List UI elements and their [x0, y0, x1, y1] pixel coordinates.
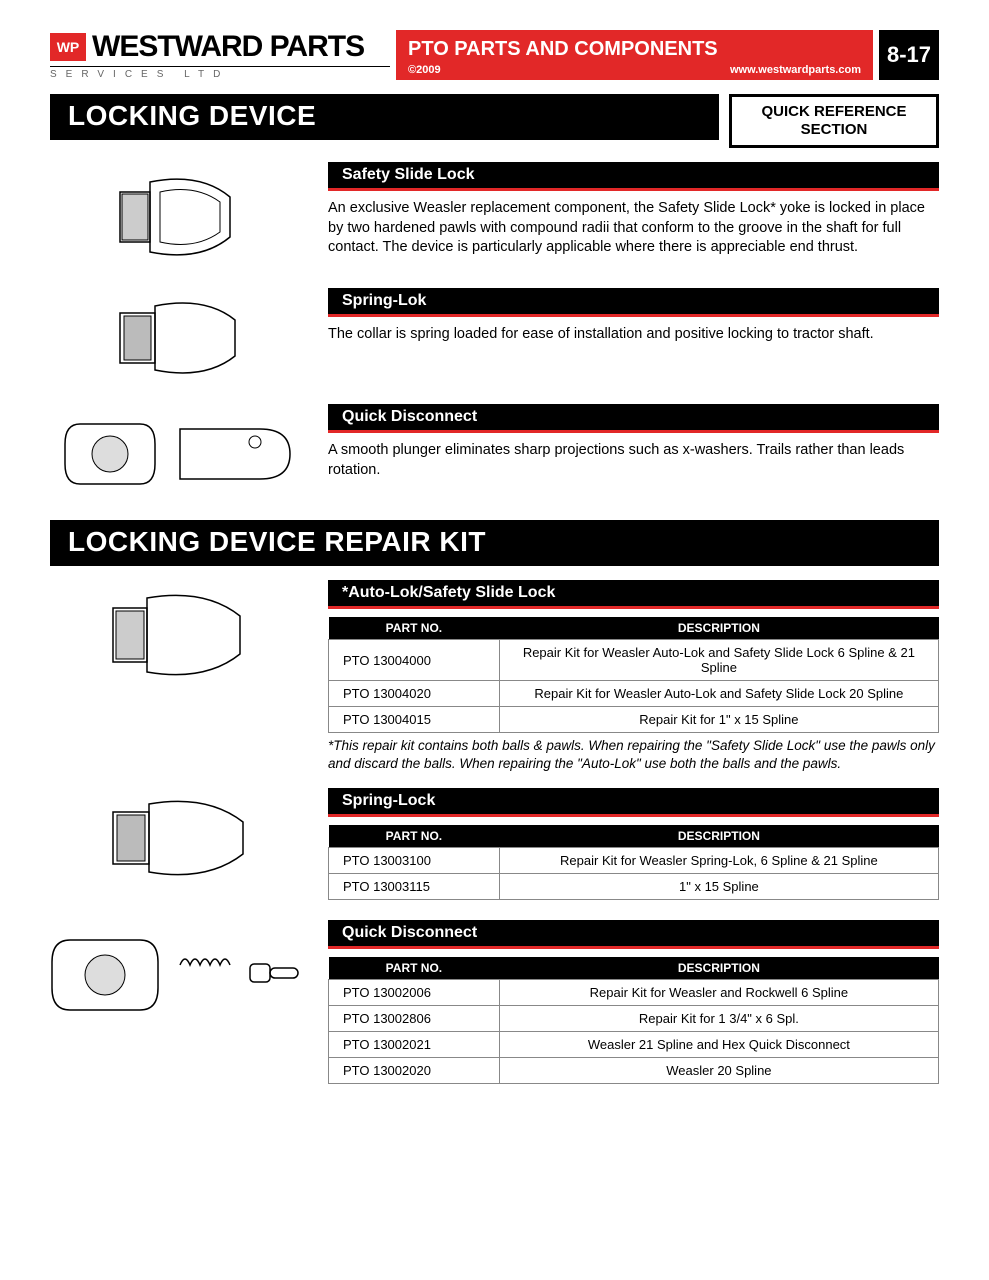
table-row: PTO 13004020Repair Kit for Weasler Auto-… — [329, 681, 939, 707]
subheading-quick-disconnect: Quick Disconnect — [328, 404, 939, 433]
copyright: ©2009 — [408, 64, 441, 76]
col-part-no: PART NO. — [329, 617, 500, 640]
logo-text: WESTWARD PARTS — [92, 30, 364, 64]
table-auto-lok: PART NO. DESCRIPTION PTO 13004000Repair … — [328, 617, 939, 733]
logo-subtext: SERVICES LTD — [50, 67, 390, 80]
page-number: 8-17 — [879, 30, 939, 80]
subheading-spring-lock-kit: Spring-Lock — [328, 788, 939, 817]
section-title-repair-kit: LOCKING DEVICE REPAIR KIT — [50, 520, 939, 566]
subheading-spring-lok: Spring-Lok — [328, 288, 939, 317]
banner-title: PTO PARTS AND COMPONENTS — [408, 38, 861, 61]
table-quick-disconnect: PART NO. DESCRIPTION PTO 13002006Repair … — [328, 957, 939, 1084]
col-part-no: PART NO. — [329, 825, 500, 848]
table-row: PTO 13002006Repair Kit for Weasler and R… — [329, 980, 939, 1006]
table-row: PTO 13002020Weasler 20 Spline — [329, 1058, 939, 1084]
qr-line1: QUICK REFERENCE — [746, 103, 922, 121]
table-row: PTO 13004000Repair Kit for Weasler Auto-… — [329, 640, 939, 681]
subheading-safety-slide-lock: Safety Slide Lock — [328, 162, 939, 191]
section-title-locking-device: LOCKING DEVICE — [50, 94, 719, 140]
table-row: PTO 13002021Weasler 21 Spline and Hex Qu… — [329, 1032, 939, 1058]
table-row: PTO 13002806Repair Kit for 1 3/4" x 6 Sp… — [329, 1006, 939, 1032]
table-row: PTO 13003100Repair Kit for Weasler Sprin… — [329, 848, 939, 874]
logo-block: WP WESTWARD PARTS SERVICES LTD — [50, 30, 390, 80]
table-row: PTO 130031151" x 15 Spline — [329, 874, 939, 900]
page-header: WP WESTWARD PARTS SERVICES LTD PTO PARTS… — [50, 30, 939, 80]
illustration-quick-disconnect-kit — [50, 920, 310, 1030]
col-description: DESCRIPTION — [499, 957, 938, 980]
subheading-auto-lok-kit: *Auto-Lok/Safety Slide Lock — [328, 580, 939, 609]
desc-safety-slide-lock: An exclusive Weasler replacement compone… — [328, 199, 939, 258]
note-auto-lok: *This repair kit contains both balls & p… — [328, 737, 939, 772]
qr-line2: SECTION — [746, 121, 922, 139]
col-description: DESCRIPTION — [499, 825, 938, 848]
website-url: www.westwardparts.com — [730, 64, 861, 76]
logo-icon: WP — [50, 33, 86, 61]
illustration-auto-lok-kit — [50, 580, 310, 690]
col-part-no: PART NO. — [329, 957, 500, 980]
subheading-quick-disconnect-kit: Quick Disconnect — [328, 920, 939, 949]
table-row: PTO 13004015Repair Kit for 1" x 15 Splin… — [329, 707, 939, 733]
desc-spring-lok: The collar is spring loaded for ease of … — [328, 325, 939, 345]
desc-quick-disconnect: A smooth plunger eliminates sharp projec… — [328, 441, 939, 480]
quick-reference-box: QUICK REFERENCE SECTION — [729, 94, 939, 148]
category-banner: PTO PARTS AND COMPONENTS ©2009 www.westw… — [396, 30, 873, 80]
illustration-safety-slide-lock — [50, 162, 310, 272]
illustration-quick-disconnect — [50, 404, 310, 504]
table-spring-lock: PART NO. DESCRIPTION PTO 13003100Repair … — [328, 825, 939, 900]
col-description: DESCRIPTION — [499, 617, 938, 640]
illustration-spring-lok — [50, 288, 310, 388]
illustration-spring-lock-kit — [50, 788, 310, 888]
